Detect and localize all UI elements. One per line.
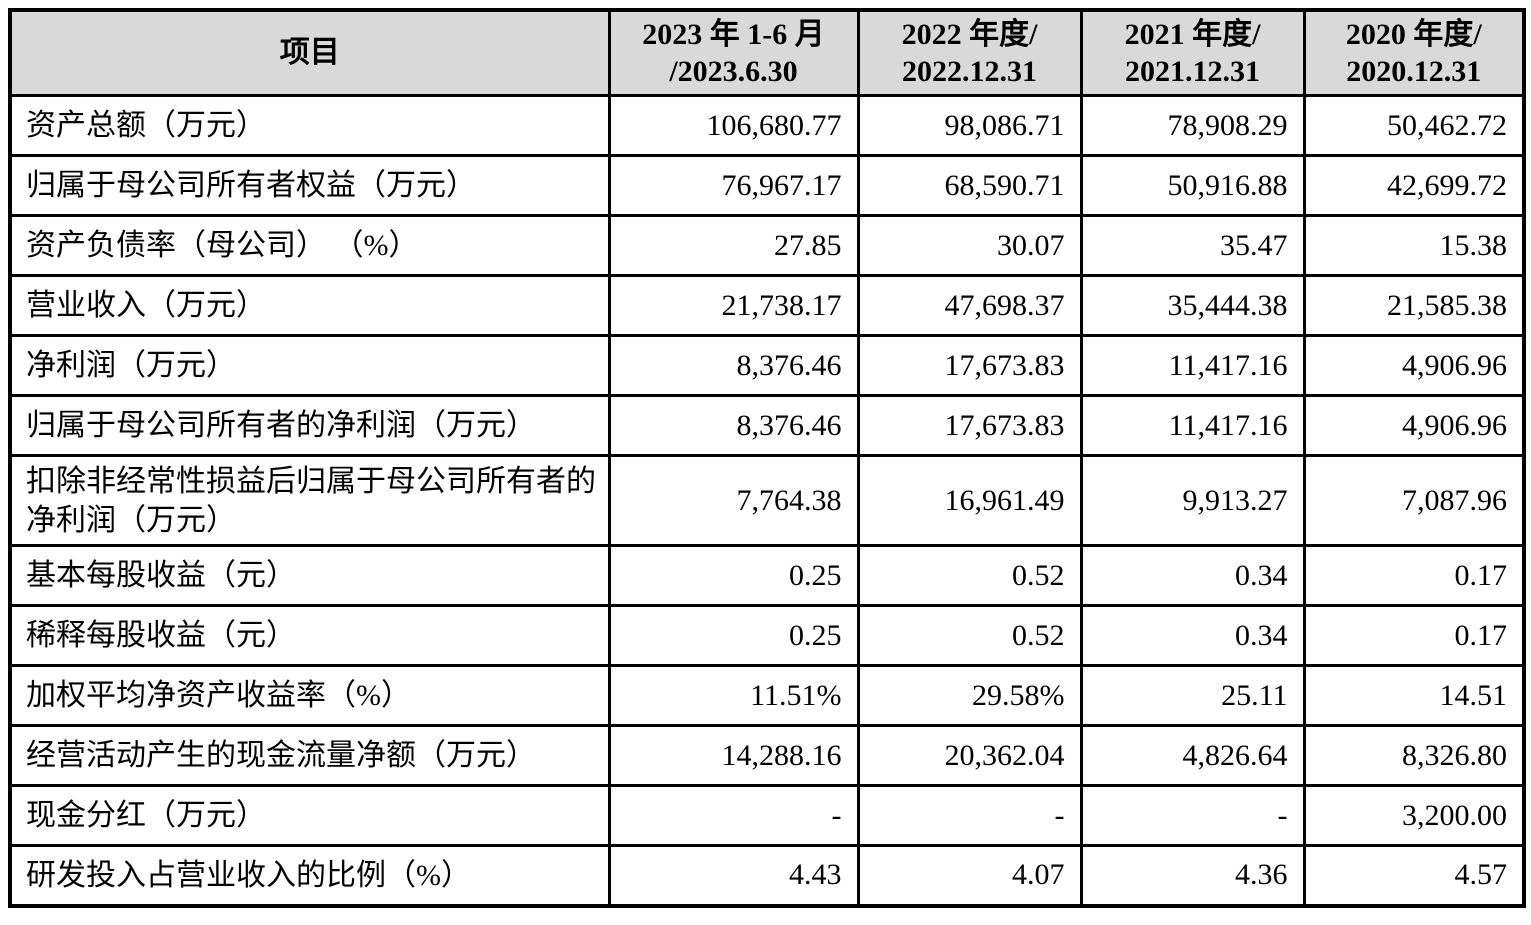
value-cell: 7,764.38 [607, 454, 860, 547]
row-label: 净利润（万元） [8, 334, 611, 397]
row-label: 归属于母公司所有者的净利润（万元） [8, 394, 611, 457]
value-cell: 42,699.72 [1302, 154, 1526, 217]
column-header-item: 项目 [8, 8, 611, 97]
value-cell: 4.43 [607, 844, 860, 907]
value-cell: 20,362.04 [856, 724, 1083, 787]
value-cell: 50,462.72 [1302, 94, 1526, 157]
header-line: 2023 年 1-6 月 [642, 17, 825, 51]
value-cell: 14,288.16 [607, 724, 860, 787]
value-cell: 11,417.16 [1079, 334, 1306, 397]
table-row-debt-ratio: 资产负债率（母公司） （%） 27.85 30.07 35.47 15.38 [8, 214, 1526, 277]
column-header-2020: 2020 年度/ 2020.12.31 [1302, 8, 1526, 97]
value-cell: 35,444.38 [1079, 274, 1306, 337]
header-line: 2022.12.31 [902, 55, 1037, 88]
table-row-net-profit: 净利润（万元） 8,376.46 17,673.83 11,417.16 4,9… [8, 334, 1526, 397]
value-cell: 15.38 [1302, 214, 1526, 277]
table-row-deducted-net-profit: 扣除非经常性损益后归属于母公司所有者的净利润（万元） 7,764.38 16,9… [8, 454, 1526, 547]
table-row-basic-eps: 基本每股收益（元） 0.25 0.52 0.34 0.17 [8, 544, 1526, 607]
column-header-2022: 2022 年度/ 2022.12.31 [856, 8, 1083, 97]
value-cell: 17,673.83 [856, 334, 1083, 397]
value-cell: 17,673.83 [856, 394, 1083, 457]
value-cell: 3,200.00 [1302, 784, 1526, 847]
value-cell: 4.36 [1079, 844, 1306, 907]
value-cell: 0.25 [607, 604, 860, 667]
value-cell: 0.17 [1302, 544, 1526, 607]
value-cell: - [856, 784, 1083, 847]
row-label: 资产负债率（母公司） （%） [8, 214, 611, 277]
header-line: 2020 年度/ [1345, 17, 1482, 51]
value-cell: 47,698.37 [856, 274, 1083, 337]
value-cell: 11.51% [607, 664, 860, 727]
header-line: 2020.12.31 [1346, 55, 1482, 88]
header-line: 2021 年度/ [1124, 17, 1261, 51]
table-row-weighted-roe: 加权平均净资产收益率（%） 11.51% 29.58% 25.11 14.51 [8, 664, 1526, 727]
value-cell: 0.25 [607, 544, 860, 607]
value-cell: 7,087.96 [1302, 454, 1526, 547]
row-label: 经营活动产生的现金流量净额（万元） [8, 724, 611, 787]
value-cell: 0.52 [856, 544, 1083, 607]
value-cell: 50,916.88 [1079, 154, 1306, 217]
table-row-rd-ratio: 研发投入占营业收入的比例（%） 4.43 4.07 4.36 4.57 [8, 844, 1526, 907]
value-cell: 76,967.17 [607, 154, 860, 217]
value-cell: 68,590.71 [856, 154, 1083, 217]
header-line: 2021.12.31 [1125, 55, 1260, 88]
value-cell: 4,906.96 [1302, 394, 1526, 457]
row-label: 加权平均净资产收益率（%） [8, 664, 611, 727]
column-header-2023h1: 2023 年 1-6 月 /2023.6.30 [607, 8, 860, 97]
table-row-revenue: 营业收入（万元） 21,738.17 47,698.37 35,444.38 2… [8, 274, 1526, 337]
value-cell: 30.07 [856, 214, 1083, 277]
row-label: 归属于母公司所有者权益（万元） [8, 154, 611, 217]
value-cell: 29.58% [856, 664, 1083, 727]
value-cell: 25.11 [1079, 664, 1306, 727]
value-cell: - [1079, 784, 1306, 847]
value-cell: 78,908.29 [1079, 94, 1306, 157]
financial-summary-table: 项目 2023 年 1-6 月 /2023.6.30 2022 年度/ 2022… [8, 8, 1526, 908]
value-cell: 21,738.17 [607, 274, 860, 337]
table-row-operating-cash-flow: 经营活动产生的现金流量净额（万元） 14,288.16 20,362.04 4,… [8, 724, 1526, 787]
value-cell: 16,961.49 [856, 454, 1083, 547]
value-cell: 0.34 [1079, 544, 1306, 607]
value-cell: 8,326.80 [1302, 724, 1526, 787]
table-row-total-assets: 资产总额（万元） 106,680.77 98,086.71 78,908.29 … [8, 94, 1526, 157]
row-label: 扣除非经常性损益后归属于母公司所有者的净利润（万元） [8, 454, 611, 547]
value-cell: 0.17 [1302, 604, 1526, 667]
table-row-cash-dividend: 现金分红（万元） - - - 3,200.00 [8, 784, 1526, 847]
table-row-diluted-eps: 稀释每股收益（元） 0.25 0.52 0.34 0.17 [8, 604, 1526, 667]
row-label: 现金分红（万元） [8, 784, 611, 847]
value-cell: 11,417.16 [1079, 394, 1306, 457]
value-cell: 27.85 [607, 214, 860, 277]
value-cell: 9,913.27 [1079, 454, 1306, 547]
header-line: /2023.6.30 [669, 55, 798, 88]
row-label: 研发投入占营业收入的比例（%） [8, 844, 611, 907]
value-cell: 8,376.46 [607, 334, 860, 397]
table-row-parent-net-profit: 归属于母公司所有者的净利润（万元） 8,376.46 17,673.83 11,… [8, 394, 1526, 457]
value-cell: 8,376.46 [607, 394, 860, 457]
row-label: 资产总额（万元） [8, 94, 611, 157]
value-cell: 0.52 [856, 604, 1083, 667]
value-cell: 106,680.77 [607, 94, 860, 157]
value-cell: 14.51 [1302, 664, 1526, 727]
value-cell: 4.07 [856, 844, 1083, 907]
value-cell: 0.34 [1079, 604, 1306, 667]
value-cell: 4,826.64 [1079, 724, 1306, 787]
value-cell: 4.57 [1302, 844, 1526, 907]
row-label: 稀释每股收益（元） [8, 604, 611, 667]
value-cell: 98,086.71 [856, 94, 1083, 157]
row-label: 营业收入（万元） [8, 274, 611, 337]
value-cell: - [607, 784, 860, 847]
value-cell: 21,585.38 [1302, 274, 1526, 337]
value-cell: 35.47 [1079, 214, 1306, 277]
table-row-parent-equity: 归属于母公司所有者权益（万元） 76,967.17 68,590.71 50,9… [8, 154, 1526, 217]
row-label: 基本每股收益（元） [8, 544, 611, 607]
header-line: 2022 年度/ [901, 17, 1038, 51]
column-header-2021: 2021 年度/ 2021.12.31 [1079, 8, 1306, 97]
header-row: 项目 2023 年 1-6 月 /2023.6.30 2022 年度/ 2022… [8, 8, 1526, 97]
value-cell: 4,906.96 [1302, 334, 1526, 397]
